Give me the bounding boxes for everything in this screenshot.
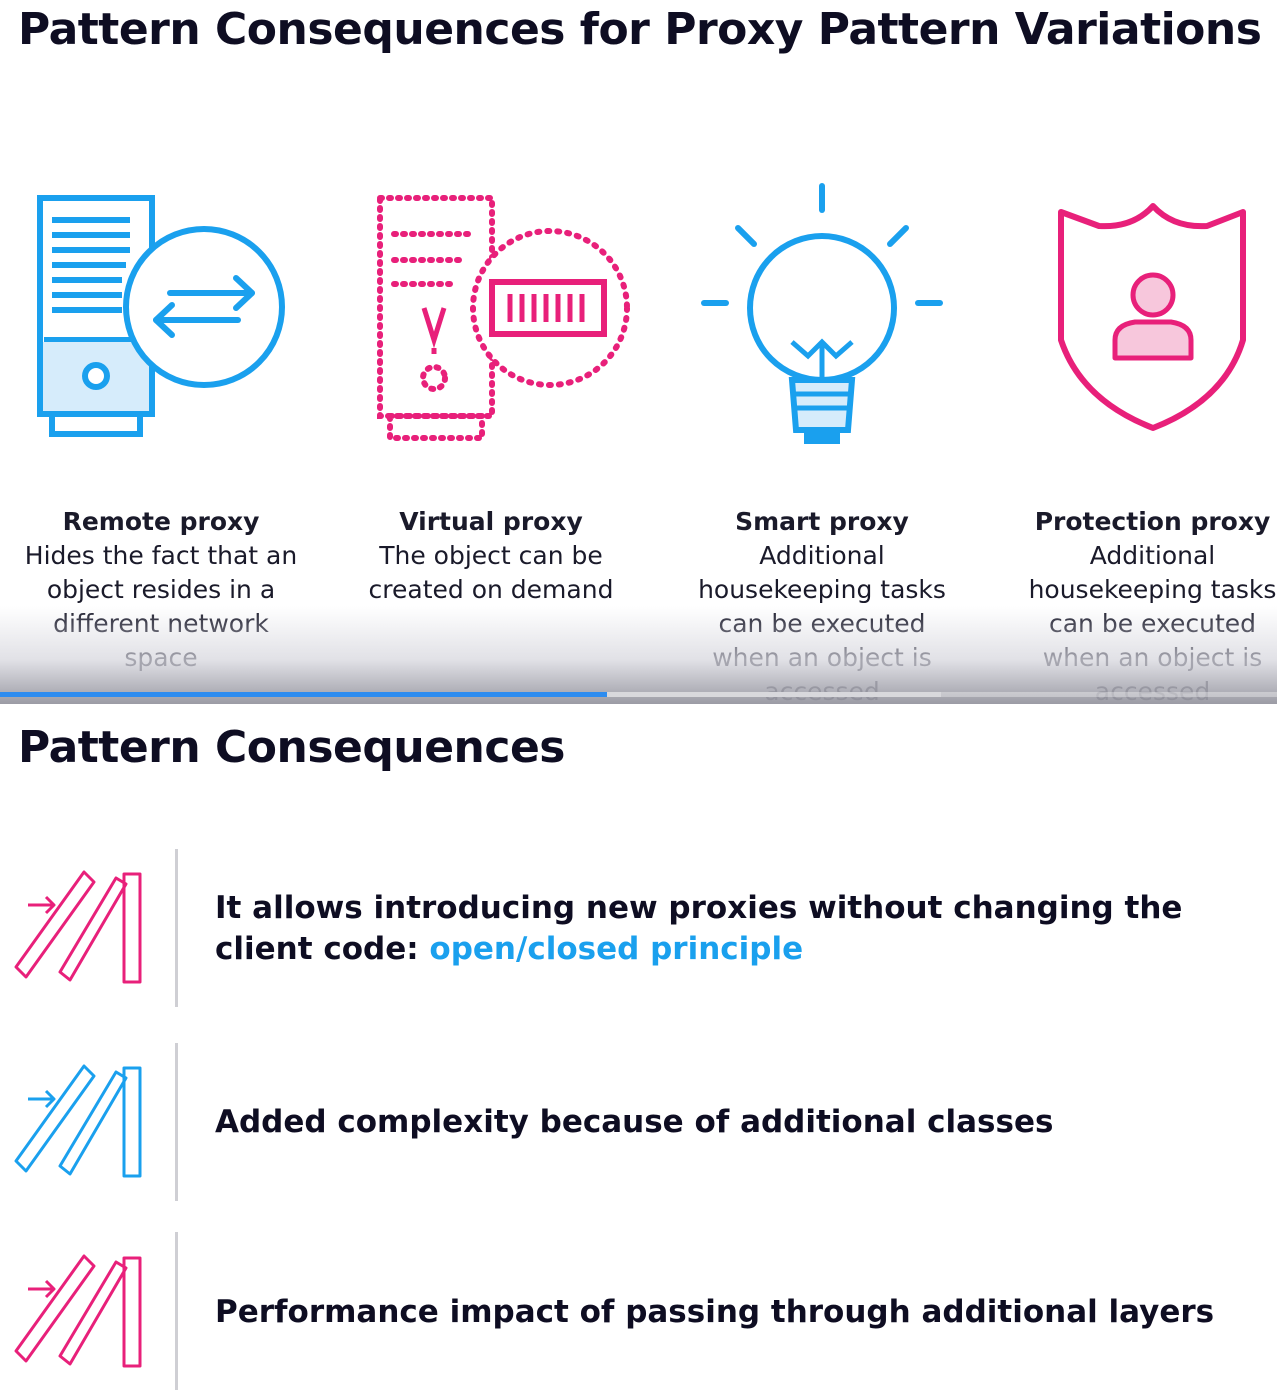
variation-card-protection: Protection proxy Additional housekeeping… [1020,505,1277,704]
variation-description: Additional housekeeping tasks can be exe… [698,541,946,704]
variation-name: Protection proxy [1034,507,1271,536]
virtual-device-icon [377,195,630,441]
variation-name: Smart proxy [735,507,909,536]
server-transfer-icon [37,195,285,437]
video-progress-bar[interactable] [0,692,1277,697]
consequence-divider [175,849,178,1007]
variation-description: Hides the fact that an object resides in… [24,541,298,672]
lightbulb-icon [701,183,943,444]
shield-user-icon [1058,203,1246,431]
consequence-divider [175,1043,178,1201]
page-title: Pattern Consequences for Proxy Pattern V… [18,4,1262,55]
section-title: Pattern Consequences [18,722,565,773]
consequence-text: It allows introducing new proxies withou… [215,890,1183,967]
consequence-text: Performance impact of passing through ad… [215,1294,1215,1330]
variation-card-remote: Remote proxy Hides the fact that an obje… [16,505,306,675]
variation-card-virtual: Virtual proxy The object can be created … [345,505,637,607]
domino-arrow-icon [14,1064,142,1178]
domino-arrow-icon [14,870,142,984]
consequence-text: Added complexity because of additional c… [215,1104,1054,1140]
consequence-divider [175,1232,178,1390]
proxy-variations-slide: Pattern Consequences for Proxy Pattern V… [0,4,1277,704]
consequence-item-open-closed: It allows introducing new proxies withou… [215,888,1235,970]
variation-description: The object can be created on demand [368,541,614,604]
variation-description: Additional housekeeping tasks can be exe… [1028,541,1277,704]
progress-played [0,692,607,697]
variation-name: Virtual proxy [399,507,583,536]
consequence-item-performance: Performance impact of passing through ad… [215,1292,1235,1333]
open-closed-principle-link: open/closed principle [429,931,804,967]
consequence-item-complexity: Added complexity because of additional c… [215,1102,1235,1143]
variation-card-smart: Smart proxy Additional housekeeping task… [682,505,962,704]
variation-name: Remote proxy [62,507,260,536]
domino-arrow-icon [14,1254,142,1368]
pattern-consequences-slide [0,704,1277,1396]
